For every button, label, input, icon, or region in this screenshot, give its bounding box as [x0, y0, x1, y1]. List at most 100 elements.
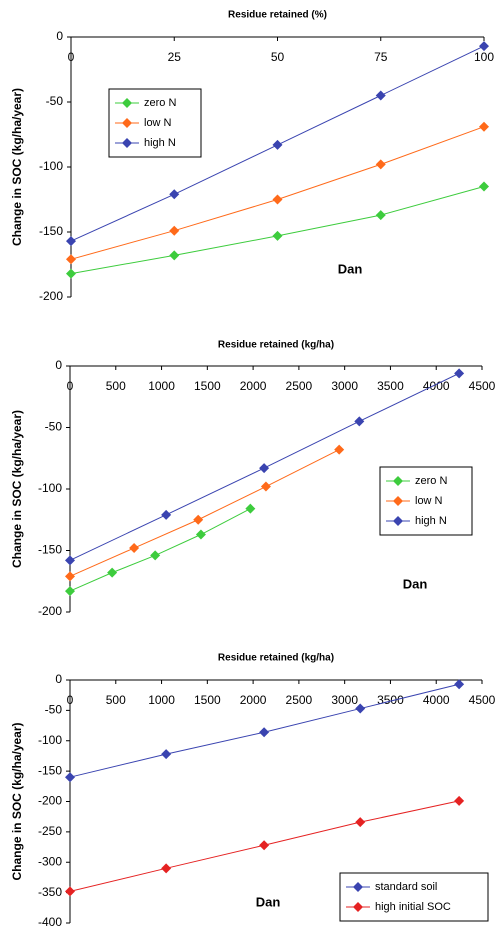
- x-tick-label: 1000: [148, 379, 175, 393]
- legend-marker: [393, 476, 403, 486]
- data-point: [375, 90, 386, 101]
- y-tick-label: -150: [39, 224, 63, 238]
- y-tick-label: -50: [46, 94, 64, 108]
- legend-marker: [353, 902, 363, 912]
- chart-title: Residue retained (kg/ha): [218, 653, 334, 664]
- y-tick-label: -200: [38, 604, 62, 618]
- x-tick-label: 3500: [377, 693, 404, 707]
- y-tick-label: -250: [38, 824, 62, 838]
- data-point: [65, 772, 75, 783]
- y-tick-label: 0: [55, 358, 62, 372]
- data-point: [169, 225, 180, 236]
- legend-marker: [122, 138, 132, 148]
- data-point: [161, 863, 172, 874]
- data-point: [129, 543, 140, 554]
- x-tick-label: 500: [106, 693, 126, 707]
- data-point: [169, 250, 180, 261]
- y-tick-label: -50: [45, 703, 63, 717]
- data-point: [272, 194, 283, 205]
- data-point: [454, 679, 465, 690]
- data-point: [66, 236, 76, 247]
- x-tick-label: 1500: [194, 379, 221, 393]
- y-tick-label: -200: [38, 794, 62, 808]
- data-point: [65, 586, 75, 597]
- series-line: [69, 449, 340, 577]
- data-point: [355, 703, 366, 714]
- data-point: [375, 159, 386, 170]
- x-tick-label: 3000: [331, 693, 358, 707]
- x-tick-label: 0: [68, 50, 75, 64]
- data-point: [259, 463, 270, 474]
- legend-label: zero N: [415, 475, 447, 487]
- data-point: [479, 181, 489, 192]
- y-tick-label: -200: [39, 289, 63, 303]
- data-point: [479, 41, 489, 52]
- y-tick-label: -400: [38, 915, 62, 929]
- x-tick-label: 25: [168, 50, 182, 64]
- y-tick-label: -350: [38, 885, 62, 899]
- x-tick-label: 2500: [286, 379, 313, 393]
- data-point: [375, 210, 386, 221]
- y-axis-label: Change in SOC (kg/ha/year): [10, 410, 24, 568]
- legend-marker: [122, 98, 132, 108]
- x-tick-label: 0: [67, 379, 74, 393]
- legend-marker: [122, 118, 132, 128]
- chart-title: Residue retained (kg/ha): [218, 340, 334, 351]
- x-tick-label: 100: [474, 50, 494, 64]
- legend-label: high initial SOC: [375, 901, 451, 913]
- x-tick-label: 1500: [194, 693, 221, 707]
- data-point: [150, 550, 161, 561]
- annotation: Dan: [338, 261, 363, 276]
- data-point: [66, 254, 76, 265]
- data-point: [454, 795, 465, 806]
- legend-label: high N: [415, 515, 447, 527]
- y-tick-label: -100: [38, 733, 62, 747]
- data-point: [260, 481, 271, 492]
- annotation: Dan: [403, 576, 428, 591]
- x-tick-label: 0: [67, 693, 74, 707]
- x-tick-label: 2000: [240, 379, 267, 393]
- data-point: [259, 727, 270, 738]
- data-point: [272, 230, 283, 241]
- data-point: [65, 571, 75, 582]
- data-point: [65, 886, 75, 897]
- data-point: [193, 514, 204, 525]
- y-tick-label: 0: [55, 672, 62, 686]
- y-tick-label: -100: [39, 159, 63, 173]
- data-point: [161, 509, 172, 520]
- data-point: [107, 567, 118, 578]
- legend-label: low N: [415, 495, 443, 507]
- data-point: [169, 189, 180, 200]
- series-line: [69, 508, 251, 592]
- legend-label: high N: [144, 137, 176, 149]
- legend-marker: [393, 516, 403, 526]
- x-tick-label: 1000: [148, 693, 175, 707]
- y-tick-label: -150: [38, 763, 62, 777]
- x-tick-label: 2500: [286, 693, 313, 707]
- legend-label: zero N: [144, 97, 176, 109]
- x-tick-label: 3500: [377, 379, 404, 393]
- x-tick-label: 4500: [469, 693, 496, 707]
- y-tick-label: -100: [38, 481, 62, 495]
- x-tick-label: 50: [271, 50, 285, 64]
- chart-title: Residue retained (%): [228, 10, 327, 21]
- data-point: [161, 749, 172, 760]
- y-tick-label: 0: [56, 29, 63, 43]
- y-tick-label: -50: [45, 420, 63, 434]
- y-tick-label: -150: [38, 543, 62, 557]
- annotation: Dan: [256, 894, 281, 909]
- x-tick-label: 2000: [240, 693, 267, 707]
- data-point: [66, 268, 76, 279]
- legend-label: standard soil: [375, 881, 437, 893]
- legend-label: low N: [144, 117, 172, 129]
- data-point: [354, 416, 365, 427]
- data-point: [479, 121, 489, 132]
- x-tick-label: 4000: [423, 693, 450, 707]
- data-point: [245, 503, 256, 514]
- data-point: [454, 368, 465, 379]
- data-point: [195, 529, 206, 540]
- y-axis-label: Change in SOC (kg/ha/year): [10, 88, 24, 246]
- legend-box: [108, 88, 202, 158]
- data-point: [259, 840, 270, 851]
